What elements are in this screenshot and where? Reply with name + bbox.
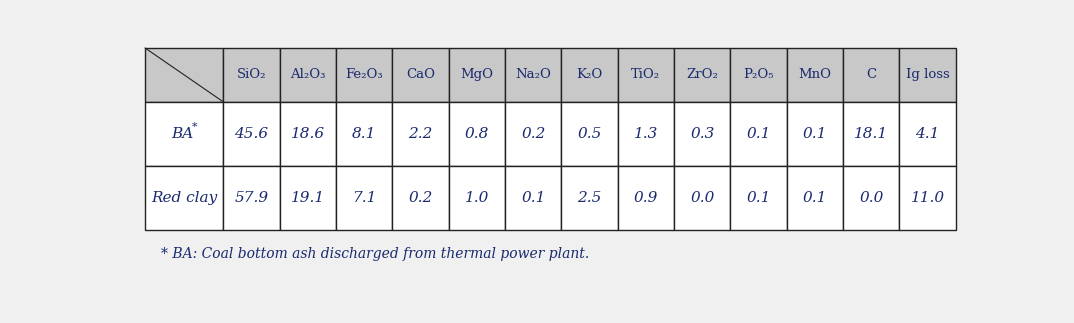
Text: TiO₂: TiO₂: [632, 68, 661, 81]
Bar: [843, 102, 899, 166]
Text: 11.0: 11.0: [911, 191, 945, 205]
Text: MnO: MnO: [798, 68, 831, 81]
Text: 57.9: 57.9: [234, 191, 268, 205]
Text: MgO: MgO: [461, 68, 493, 81]
Text: 0.1: 0.1: [746, 191, 771, 205]
Bar: [392, 166, 449, 230]
Bar: [223, 48, 279, 102]
Bar: [392, 102, 449, 166]
Text: Red clay: Red clay: [151, 191, 217, 205]
Text: 0.0: 0.0: [691, 191, 714, 205]
Bar: [787, 102, 843, 166]
Text: 0.2: 0.2: [408, 191, 433, 205]
Bar: [223, 102, 279, 166]
Bar: [145, 102, 223, 166]
Text: 0.1: 0.1: [521, 191, 546, 205]
Bar: [618, 102, 674, 166]
Bar: [674, 102, 730, 166]
Text: CaO: CaO: [406, 68, 435, 81]
Bar: [618, 166, 674, 230]
Bar: [730, 166, 787, 230]
Text: 2.5: 2.5: [578, 191, 601, 205]
Bar: [899, 48, 956, 102]
Bar: [730, 48, 787, 102]
Bar: [505, 166, 562, 230]
Text: 0.0: 0.0: [859, 191, 884, 205]
Bar: [279, 48, 336, 102]
Bar: [562, 166, 618, 230]
Bar: [787, 166, 843, 230]
Text: 0.1: 0.1: [802, 127, 827, 141]
Text: 0.1: 0.1: [802, 191, 827, 205]
Text: Fe₂O₃: Fe₂O₃: [346, 68, 383, 81]
Text: 0.3: 0.3: [691, 127, 714, 141]
Text: BA: BA: [171, 127, 193, 141]
Text: Na₂O: Na₂O: [516, 68, 551, 81]
Text: 1.3: 1.3: [634, 127, 658, 141]
Bar: [145, 166, 223, 230]
Bar: [279, 166, 336, 230]
Text: 8.1: 8.1: [352, 127, 376, 141]
Bar: [505, 102, 562, 166]
Text: ZrO₂: ZrO₂: [686, 68, 719, 81]
Text: 45.6: 45.6: [234, 127, 268, 141]
Bar: [336, 166, 392, 230]
Bar: [843, 166, 899, 230]
Text: SiO₂: SiO₂: [236, 68, 266, 81]
Text: 0.2: 0.2: [521, 127, 546, 141]
Bar: [674, 166, 730, 230]
Text: Ig loss: Ig loss: [905, 68, 949, 81]
Text: 18.6: 18.6: [291, 127, 325, 141]
Bar: [336, 102, 392, 166]
Bar: [562, 102, 618, 166]
Bar: [899, 102, 956, 166]
Text: P₂O₅: P₂O₅: [743, 68, 774, 81]
Text: * BA: Coal bottom ash discharged from thermal power plant.: * BA: Coal bottom ash discharged from th…: [161, 247, 589, 261]
Bar: [223, 166, 279, 230]
Text: C: C: [867, 68, 876, 81]
Bar: [392, 48, 449, 102]
Bar: [843, 48, 899, 102]
Text: 19.1: 19.1: [291, 191, 325, 205]
Text: K₂O: K₂O: [577, 68, 603, 81]
Text: Al₂O₃: Al₂O₃: [290, 68, 325, 81]
Bar: [730, 102, 787, 166]
Text: 2.2: 2.2: [408, 127, 433, 141]
Text: 0.1: 0.1: [746, 127, 771, 141]
Text: 0.5: 0.5: [578, 127, 601, 141]
Bar: [336, 48, 392, 102]
Text: 1.0: 1.0: [465, 191, 489, 205]
Text: *: *: [192, 122, 198, 132]
Bar: [618, 48, 674, 102]
Text: 7.1: 7.1: [352, 191, 376, 205]
Text: 0.8: 0.8: [465, 127, 489, 141]
Bar: [899, 166, 956, 230]
Bar: [562, 48, 618, 102]
Bar: [449, 102, 505, 166]
Bar: [674, 48, 730, 102]
Bar: [787, 48, 843, 102]
Bar: [449, 48, 505, 102]
Text: 18.1: 18.1: [854, 127, 888, 141]
Text: 0.9: 0.9: [634, 191, 658, 205]
Bar: [279, 102, 336, 166]
Bar: [145, 48, 223, 102]
Bar: [505, 48, 562, 102]
Text: 4.1: 4.1: [915, 127, 940, 141]
Bar: [449, 166, 505, 230]
